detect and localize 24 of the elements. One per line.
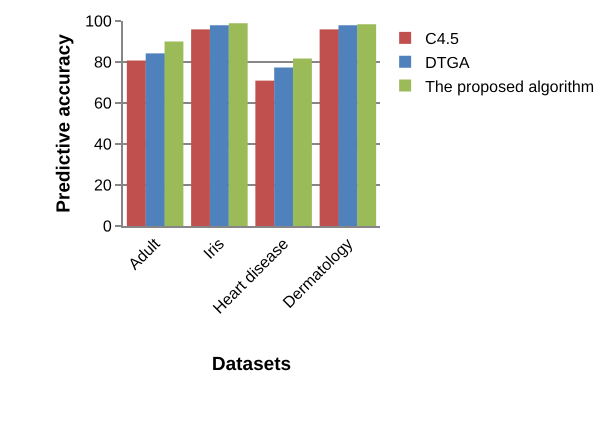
y-tick-label: 20: [94, 178, 112, 195]
bar: [255, 80, 274, 226]
x-axis-title: Datasets: [212, 354, 292, 375]
x-tick-label: Iris: [200, 236, 228, 263]
bar: [126, 60, 146, 226]
legend-label: C4.5: [425, 31, 460, 48]
bar: [357, 24, 376, 226]
bar: [274, 68, 294, 226]
bar: [191, 29, 210, 226]
bar: [228, 23, 248, 226]
y-axis-title: Predictive accuracy: [53, 34, 74, 213]
bar: [164, 42, 184, 226]
bar: [293, 58, 312, 226]
y-tick-label: 60: [94, 96, 112, 113]
y-tick-label: 100: [85, 14, 112, 31]
bar: [338, 25, 358, 226]
legend-label: The proposed algorithm: [425, 78, 594, 96]
y-tick-label: 0: [102, 218, 112, 236]
bar: [320, 29, 338, 226]
y-tick-label: 80: [94, 54, 112, 72]
bar: [210, 25, 229, 226]
bar: [146, 53, 165, 226]
legend-label: DTGA: [425, 54, 470, 72]
y-tick-label: 40: [94, 136, 112, 154]
